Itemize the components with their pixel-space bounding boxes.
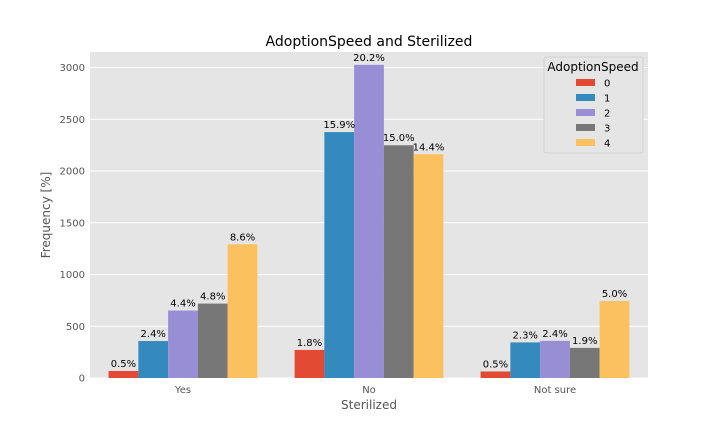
legend-swatch xyxy=(576,94,595,101)
bar xyxy=(510,342,541,378)
legend: AdoptionSpeed 0 1 2 3 4 xyxy=(543,56,644,154)
bar xyxy=(480,371,511,378)
bar xyxy=(197,303,228,378)
bar xyxy=(294,349,325,378)
y-tick-label: 2500 xyxy=(60,115,85,126)
bar-label: 1.8% xyxy=(297,338,322,349)
x-axis-title: Sterilized xyxy=(341,398,397,412)
bar-label: 8.6% xyxy=(230,232,255,243)
bar-label: 15.9% xyxy=(323,120,355,131)
legend-frame xyxy=(543,56,644,154)
bar xyxy=(168,310,198,378)
bar-label: 0.5% xyxy=(111,359,136,370)
legend-swatch xyxy=(576,139,595,146)
y-tick-labels: 0 500 1000 1500 2000 2500 3000 xyxy=(60,63,85,384)
legend-swatch xyxy=(576,124,595,131)
bar-label: 4.8% xyxy=(200,292,225,303)
legend-label: 0 xyxy=(604,79,610,90)
bar-label: 2.3% xyxy=(513,330,538,341)
bar-label: 5.0% xyxy=(602,289,627,300)
bar xyxy=(413,154,444,378)
bar xyxy=(383,145,414,378)
x-tick-labels: Yes No Not sure xyxy=(174,385,576,396)
bar xyxy=(354,64,384,379)
bar xyxy=(324,132,355,378)
y-tick-label: 2000 xyxy=(60,167,85,178)
x-tick-label: Yes xyxy=(174,385,191,396)
legend-swatch xyxy=(576,79,595,86)
legend-label: 1 xyxy=(604,94,610,105)
y-axis-title: Frequency [%] xyxy=(39,172,53,259)
y-tick-label: 1000 xyxy=(60,270,85,281)
x-tick-label: No xyxy=(362,385,376,396)
bar-label: 1.9% xyxy=(572,336,597,347)
legend-label: 3 xyxy=(604,124,610,135)
legend-swatch xyxy=(576,109,595,116)
bar xyxy=(599,301,630,378)
y-tick-label: 1500 xyxy=(60,218,85,229)
bar-labels: 0.5%2.4%4.4%4.8%8.6%1.8%15.9%20.2%15.0%1… xyxy=(111,53,627,371)
bar xyxy=(108,370,139,378)
bar-label: 14.4% xyxy=(413,142,445,153)
bar-label: 4.4% xyxy=(170,299,195,310)
legend-title: AdoptionSpeed xyxy=(547,60,638,74)
bar xyxy=(569,347,600,378)
y-tick-label: 0 xyxy=(79,374,85,385)
bar-label: 2.4% xyxy=(141,329,166,340)
chart-title: AdoptionSpeed and Sterilized xyxy=(266,34,473,50)
y-tick-label: 3000 xyxy=(60,63,85,74)
legend-label: 2 xyxy=(604,109,610,120)
bar-label: 15.0% xyxy=(383,133,415,144)
legend-label: 4 xyxy=(604,139,610,150)
bar xyxy=(227,244,258,378)
y-tick-label: 500 xyxy=(66,322,85,333)
bar xyxy=(540,340,570,378)
bar xyxy=(138,341,169,378)
bar-label: 0.5% xyxy=(483,359,508,370)
x-tick-label: Not sure xyxy=(534,385,576,396)
bars xyxy=(108,64,630,379)
bar-label: 20.2% xyxy=(353,53,385,64)
legend-items: 0 1 2 3 4 xyxy=(576,79,610,150)
bar-label: 2.4% xyxy=(542,329,567,340)
